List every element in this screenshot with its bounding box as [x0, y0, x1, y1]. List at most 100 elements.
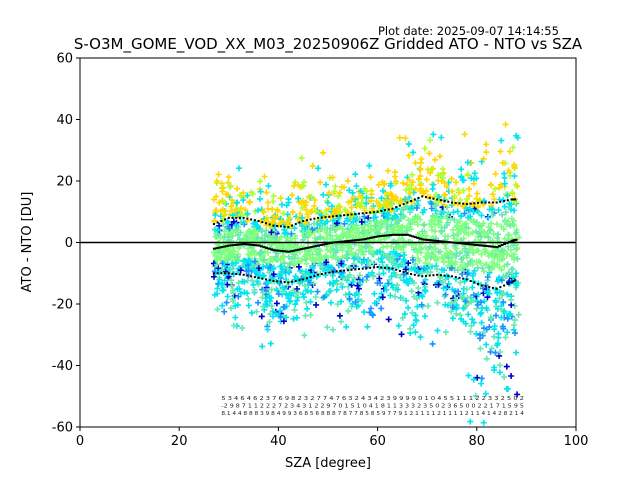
- scatter-point: [214, 261, 221, 268]
- scatter-point: [458, 213, 464, 220]
- series-marker-mean: [379, 235, 383, 238]
- scatter-point: [473, 175, 480, 182]
- scatter-point: [259, 208, 266, 215]
- scatter-point: [358, 218, 365, 225]
- scatter-point: [329, 174, 336, 181]
- scatter-point: [433, 202, 439, 209]
- scatter-point: [309, 162, 316, 169]
- scatter-point: [434, 216, 441, 223]
- scatter-point: [448, 308, 455, 315]
- scatter-point: [504, 315, 511, 322]
- scatter-point: [346, 290, 353, 297]
- scatter-point: [302, 312, 309, 319]
- scatter-point: [380, 244, 386, 251]
- scatter-point: [274, 208, 281, 215]
- series-marker-mean-std: [488, 201, 491, 204]
- scatter-point: [345, 243, 352, 250]
- scatter-point: [466, 192, 473, 199]
- series-marker-mean-std: [510, 281, 513, 284]
- scatter-point: [267, 340, 274, 347]
- scatter-point: [378, 290, 385, 297]
- scatter-point: [245, 262, 252, 269]
- scatter-point: [317, 179, 324, 186]
- scatter-point: [241, 234, 248, 241]
- scatter-point: [248, 260, 255, 266]
- series-marker-mean: [463, 242, 467, 245]
- series-marker-mean-std: [484, 285, 487, 288]
- series-marker-mean: [431, 239, 435, 242]
- scatter-point: [466, 205, 473, 212]
- scatter-point: [371, 226, 378, 232]
- scatter-point: [250, 238, 257, 245]
- scatter-point: [470, 250, 477, 256]
- series-marker-mean-std: [503, 199, 506, 202]
- scatter-point: [295, 258, 301, 265]
- scatter-point: [302, 220, 309, 227]
- x-tick-label: 0: [76, 434, 84, 449]
- series-marker-mean: [274, 249, 278, 252]
- scatter-point: [292, 179, 299, 186]
- scatter-point: [248, 309, 255, 316]
- scatter-point: [342, 275, 349, 282]
- series-marker-mean: [371, 236, 375, 239]
- scatter-point: [430, 251, 437, 258]
- scatter-point: [232, 314, 239, 321]
- scatter-point: [245, 295, 252, 302]
- series-marker-mean: [262, 246, 266, 249]
- scatter-point: [495, 238, 502, 245]
- scatter-point: [398, 235, 405, 242]
- scatter-point: [407, 209, 414, 216]
- scatter-point: [257, 195, 263, 202]
- scatter-point: [439, 254, 446, 261]
- scatter-point: [469, 272, 476, 279]
- series-marker-mean: [324, 243, 328, 246]
- scatter-point: [301, 294, 307, 301]
- scatter-point: [307, 312, 314, 318]
- series-marker-mean-std: [354, 213, 357, 216]
- scatter-point: [501, 374, 508, 381]
- scatter-point: [333, 232, 340, 239]
- scatter-point: [290, 315, 297, 322]
- scatter-point: [212, 212, 219, 218]
- scatter-point: [277, 195, 284, 202]
- scatter-point: [398, 331, 405, 338]
- scatter-point: [301, 253, 308, 260]
- series-marker-mean-std: [421, 275, 424, 278]
- scatter-point: [333, 254, 339, 261]
- scatter-point: [219, 267, 226, 274]
- scatter-point: [464, 159, 471, 166]
- series-marker-mean-std: [391, 267, 394, 270]
- scatter-point: [306, 251, 313, 258]
- scatter-point: [324, 263, 331, 270]
- series-marker-mean-std: [406, 201, 409, 204]
- scatter-point: [504, 329, 511, 336]
- scatter-point: [504, 291, 511, 298]
- scatter-point: [480, 285, 487, 292]
- scatter-point: [289, 209, 296, 216]
- scatter-point: [335, 202, 342, 209]
- series-marker-mean-std: [369, 266, 372, 269]
- scatter-point: [244, 192, 251, 199]
- scatter-point: [426, 221, 433, 228]
- scatter-point: [483, 355, 490, 362]
- scatter-point: [294, 314, 300, 321]
- scatter-point: [483, 149, 490, 156]
- scatter-point: [412, 159, 419, 166]
- scatter-point: [240, 219, 247, 225]
- scatter-point: [256, 273, 263, 280]
- scatter-point: [297, 267, 304, 274]
- scatter-point: [402, 135, 409, 142]
- scatter-point: [483, 141, 490, 148]
- series-marker-mean: [453, 241, 457, 244]
- scatter-point: [490, 230, 497, 237]
- scatter-point: [324, 199, 331, 206]
- scatter-point: [407, 325, 414, 332]
- scatter-point: [258, 313, 265, 320]
- scatter-point: [327, 288, 334, 294]
- scatter-point: [501, 263, 508, 270]
- scatter-point: [226, 225, 233, 232]
- series-marker-mean-std: [513, 198, 515, 201]
- scatter-point: [364, 323, 371, 330]
- series-marker-mean: [227, 244, 231, 247]
- series-marker-mean-std: [305, 219, 308, 222]
